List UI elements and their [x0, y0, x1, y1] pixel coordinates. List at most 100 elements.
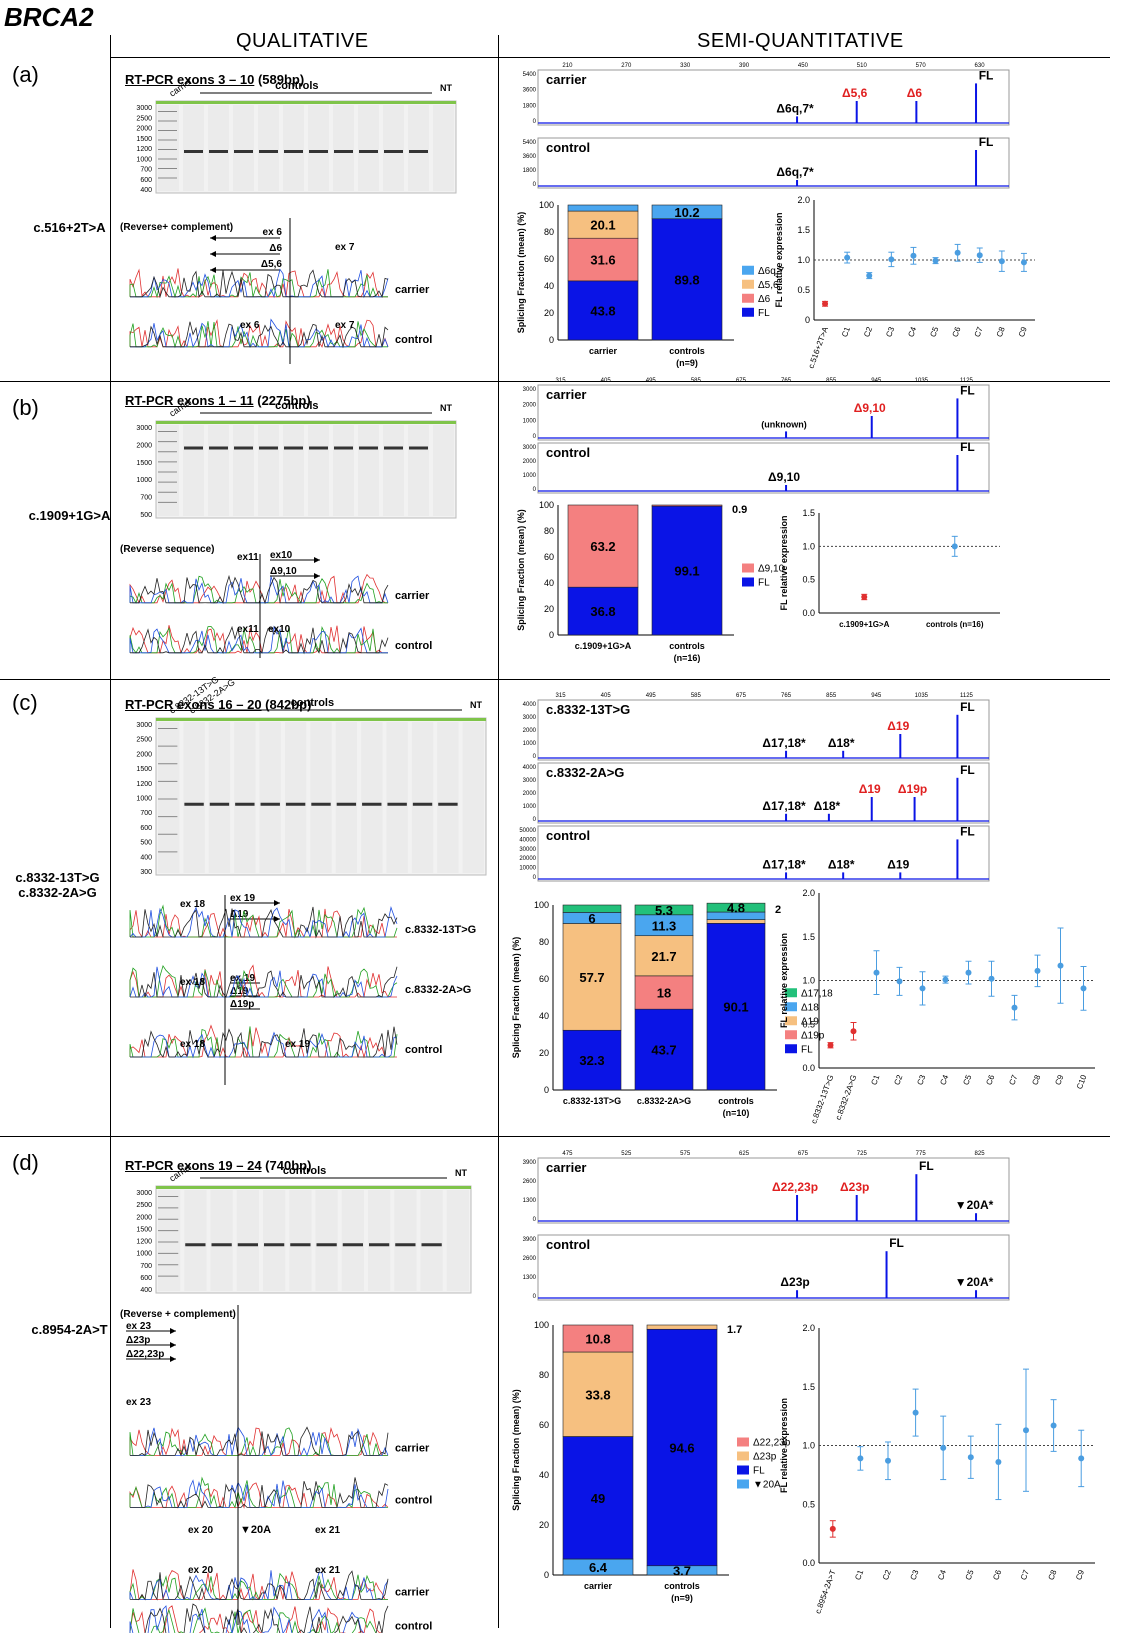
gel-background — [155, 420, 457, 519]
bar-y-tick: 20 — [544, 604, 554, 614]
gel-lane — [258, 105, 279, 191]
ladder-label: 2000 — [136, 1214, 152, 1221]
gel-lane — [308, 105, 329, 191]
arrow-head — [210, 267, 216, 273]
expr-y-tick: 0.5 — [802, 1499, 815, 1509]
gel-image: 3000 2500 2000 1500 1200 1000 700 600 500 400 300 c… — [136, 674, 487, 876]
capillary-peak-label: Δ23p — [840, 1180, 869, 1194]
arrow-head — [170, 1328, 176, 1334]
gel-band — [184, 446, 203, 450]
capillary-axis-tick: 390 — [739, 63, 750, 69]
bar-value-label: 10.2 — [674, 205, 699, 220]
bar-category-label: (n=9) — [671, 1593, 693, 1603]
exon-label: ex 19 — [285, 1039, 310, 1050]
chromatogram-trace — [129, 625, 388, 654]
ladder-band — [158, 1252, 179, 1254]
variant-label: c.8954-2A>T — [31, 1322, 108, 1337]
gel-lane — [258, 425, 279, 516]
expr-category-label: C5 — [928, 325, 940, 338]
capillary-y-tick: 1000 — [523, 418, 537, 424]
legend-swatch — [785, 1016, 797, 1026]
capillary-electropherogram: 4000 3000 2000 1000 0 c.8332-2A>G Δ17,18* Δ18* Δ… — [523, 762, 990, 824]
trace-label: c.8332-13T>G — [405, 924, 476, 936]
capillary-axis-tick: 585 — [691, 378, 702, 384]
gel-lane — [234, 722, 256, 873]
sequence-arrow-label: Δ23p — [126, 1335, 150, 1346]
expr-point — [951, 543, 958, 550]
bar-value-label: 90.1 — [723, 1000, 748, 1015]
bar-segment — [634, 935, 694, 977]
ladder-label: 2500 — [136, 1202, 152, 1209]
capillary-peak-label: Δ17,18* — [762, 736, 806, 750]
legend-swatch — [742, 577, 754, 587]
capillary-y-tick: 1000 — [523, 741, 537, 747]
gel-lane — [158, 1190, 181, 1291]
gel-band — [359, 446, 378, 450]
legend-swatch — [742, 293, 754, 303]
bar-y-tick: 20 — [539, 1048, 549, 1058]
ladder-label: 2000 — [136, 442, 152, 449]
gel-band — [259, 446, 278, 450]
sequence-arrow-label: Δ19 — [230, 986, 249, 997]
chromatogram-trace — [130, 321, 389, 349]
gel-band — [284, 446, 303, 450]
expr-y-label: FL relative expression — [774, 213, 784, 308]
capillary-y-tick: 40000 — [519, 837, 536, 843]
fl-relative-expression-chart: 0 0.5 1.0 1.5 2.0 FL relative expression c.516… — [774, 195, 1035, 370]
sequence-arrow-label: Δ9,10 — [270, 566, 297, 577]
bar-category-label: carrier — [584, 1581, 613, 1591]
exon-label: ex11 — [237, 624, 259, 635]
expr-category-label: C7 — [1019, 1568, 1031, 1581]
bar-value-label: 31.6 — [590, 253, 615, 268]
capillary-axis-tick: 210 — [562, 63, 573, 69]
expr-point — [1078, 1455, 1085, 1462]
trace-label: control — [395, 1621, 432, 1633]
bar-segment — [562, 904, 622, 913]
legend-swatch — [742, 307, 754, 317]
bar-y-tick: 0 — [544, 1085, 549, 1095]
ladder-label: 600 — [140, 825, 152, 832]
bar-segment — [651, 204, 723, 220]
chromatogram-trace — [129, 269, 388, 299]
sequence-arrow-label: Δ22,23p — [126, 1349, 164, 1360]
capillary-y-tick: 1800 — [523, 103, 537, 109]
splicing-fraction-chart: 0 20 40 60 80 100 Splicing Fraction (mean) (%)… — [516, 500, 785, 663]
bar-value-label: 32.3 — [579, 1053, 604, 1068]
gel-lane — [184, 1190, 207, 1291]
capillary-sample-label: control — [546, 828, 590, 843]
bar-value-label: 11.3 — [652, 918, 677, 933]
bar-value-label: 36.8 — [590, 604, 615, 619]
chromatogram-trace — [129, 268, 388, 299]
chromatogram-trace — [130, 906, 398, 939]
capillary-y-tick: 1000 — [523, 473, 537, 479]
gel-top-marker — [156, 421, 456, 424]
expr-category-label: C1 — [869, 1073, 881, 1086]
capillary-y-tick: 0 — [533, 754, 537, 760]
capillary-electropherogram: 315 405 495 585 675 765 855 945 1035 1125 4000 3000… — [523, 693, 990, 761]
capillary-sample-label: carrier — [546, 387, 586, 402]
capillary-axis-tick: 405 — [601, 378, 612, 384]
gel-lane — [158, 105, 179, 191]
gel-top-marker — [156, 718, 486, 721]
ladder-label: 400 — [140, 1287, 152, 1294]
capillary-y-tick: 4000 — [523, 765, 537, 771]
expr-category-label: C9 — [1017, 325, 1029, 338]
capillary-y-tick: 2600 — [523, 1179, 537, 1185]
gel-band — [362, 802, 382, 806]
gel-band — [185, 1243, 206, 1247]
legend-label: FL — [801, 1044, 813, 1055]
gel-band — [184, 802, 204, 806]
expr-point — [998, 258, 1005, 265]
ladder-label: 600 — [140, 1275, 152, 1282]
capillary-axis-tick: 675 — [736, 378, 747, 384]
exon-label: ex 20 — [188, 1525, 213, 1536]
capillary-peak-label: Δ18* — [814, 799, 841, 813]
expr-point — [857, 1455, 864, 1462]
ladder-label: 700 — [140, 1263, 152, 1270]
capillary-y-tick: 3000 — [523, 715, 537, 721]
gel-band — [209, 150, 228, 153]
expr-category-label: C6 — [984, 1073, 996, 1086]
gel-band — [237, 1243, 258, 1247]
ladder-label: 1000 — [136, 796, 152, 803]
gel-band — [264, 1243, 285, 1247]
